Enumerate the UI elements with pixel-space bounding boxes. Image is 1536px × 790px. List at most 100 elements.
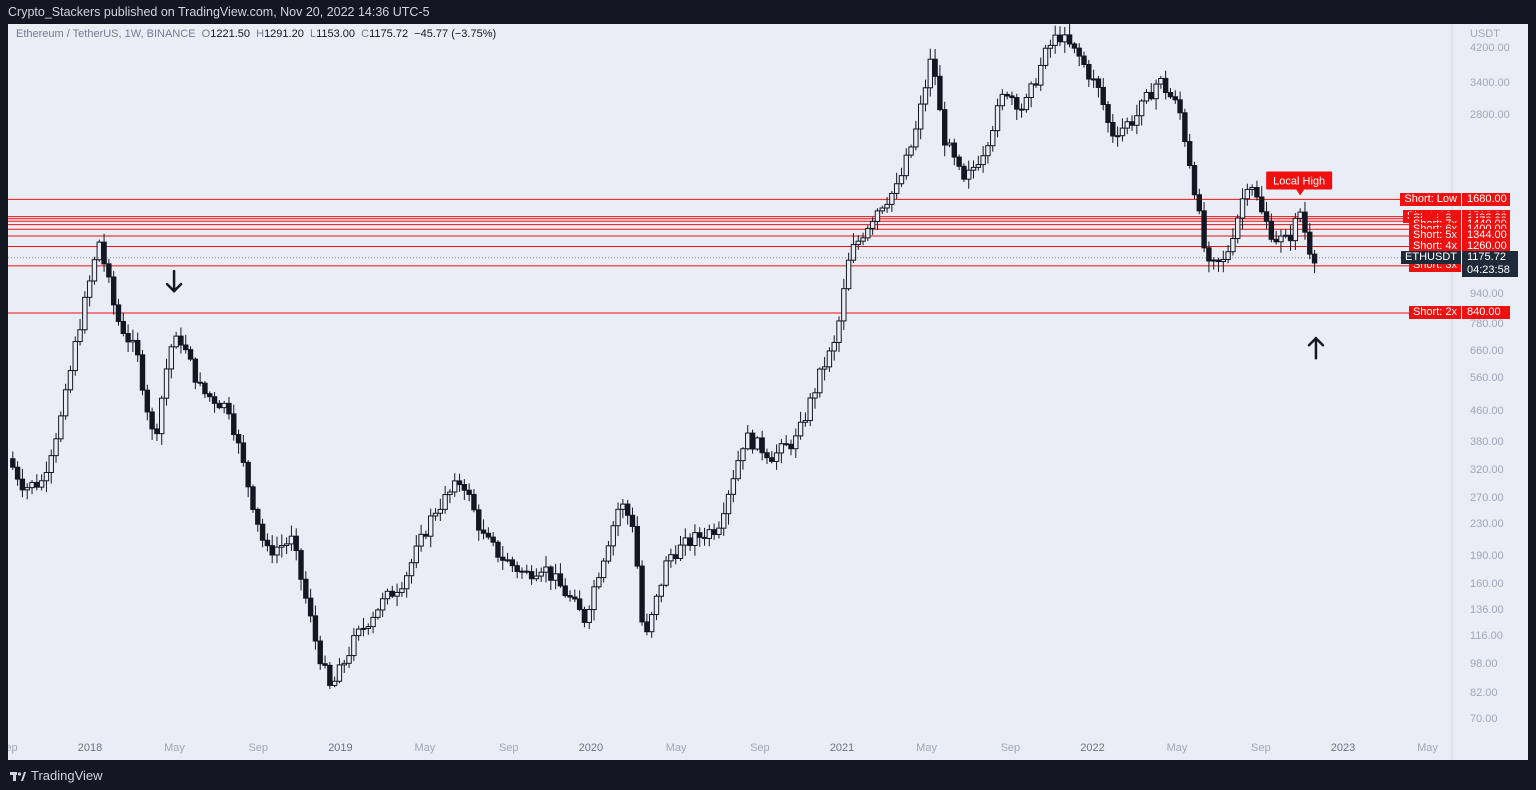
candle	[1283, 229, 1289, 239]
candle	[855, 235, 861, 250]
candle	[1105, 101, 1111, 133]
candle	[576, 590, 583, 612]
time-tick-label: May	[665, 742, 687, 754]
candle	[980, 146, 986, 173]
candle	[701, 527, 708, 546]
candle	[946, 138, 953, 148]
level-value-tag: 840.00	[1462, 306, 1510, 320]
candle	[874, 208, 881, 230]
chart-area[interactable]: Local High Ethereum / TetherUS, 1W, BINA…	[8, 24, 1528, 760]
candle	[500, 545, 506, 570]
time-tick-label: May	[1166, 742, 1188, 754]
candle	[1004, 91, 1010, 100]
candle	[82, 291, 88, 334]
candle	[682, 528, 689, 556]
candle	[596, 572, 602, 590]
candle	[192, 357, 199, 390]
time-tick-label: Sep	[1000, 742, 1021, 754]
price-tick-label: 82.00	[1470, 687, 1498, 700]
level-label-tag: Short: 2x	[1408, 306, 1461, 320]
candle	[807, 393, 813, 427]
candle	[10, 451, 16, 470]
candle	[648, 611, 655, 638]
candle	[1100, 77, 1106, 111]
legend-open-label: O	[201, 28, 211, 40]
candle	[697, 527, 703, 547]
candle	[365, 623, 371, 635]
candle	[802, 412, 809, 427]
candle	[1249, 184, 1255, 196]
level-value-tag: 1260.00	[1462, 240, 1510, 254]
candle	[399, 581, 405, 597]
footer-bar: TradingView	[0, 760, 1536, 790]
candle	[711, 523, 717, 540]
local-high-callout[interactable]: Local High	[1266, 171, 1333, 196]
arrow-up-icon[interactable]	[1307, 336, 1325, 360]
time-tick-label: Sep	[8, 742, 18, 754]
time-tick-label: Sep	[498, 742, 519, 754]
price-tick-label: 190.00	[1470, 549, 1504, 562]
candle	[552, 563, 559, 590]
level-value-tag: 1344.00	[1462, 229, 1510, 243]
candle	[860, 232, 866, 246]
candle	[1206, 241, 1212, 273]
candle	[1023, 93, 1030, 113]
candle	[139, 350, 146, 396]
price-tick-label: 160.00	[1470, 577, 1504, 590]
candle	[19, 468, 26, 498]
candle	[884, 196, 890, 213]
candle	[197, 372, 203, 387]
candle	[812, 388, 818, 409]
candle	[317, 635, 323, 670]
time-tick-label: 2023	[1330, 742, 1356, 754]
candle	[865, 225, 871, 241]
candle	[716, 521, 722, 539]
legend-low-label: L	[309, 28, 317, 40]
candle	[96, 239, 102, 262]
legend-close-label: C	[361, 28, 370, 40]
candle	[913, 120, 919, 151]
candle	[86, 275, 93, 307]
candle	[211, 392, 218, 413]
candle	[663, 556, 669, 588]
candle	[154, 423, 160, 442]
legend-change: −45.77 (−3.75%)	[414, 28, 497, 40]
candle	[231, 404, 237, 441]
candle	[274, 536, 280, 564]
candle	[917, 95, 924, 140]
candle	[745, 425, 751, 451]
candle	[730, 469, 737, 503]
candle	[620, 498, 626, 519]
price-plot[interactable]: Local High	[8, 24, 1528, 760]
candle	[442, 485, 448, 514]
candle	[288, 525, 295, 551]
ohlc-legend: Ethereum / TetherUS, 1W, BINANCE O1221.5…	[16, 28, 496, 40]
candle	[966, 160, 972, 189]
candle	[432, 508, 439, 521]
candle	[1143, 89, 1150, 104]
time-tick-label: May	[1417, 742, 1438, 754]
footer-brand: TradingView	[31, 768, 103, 783]
arrow-down-icon[interactable]	[165, 269, 183, 293]
candle	[898, 167, 905, 187]
tradingview-logo[interactable]: TradingView	[10, 768, 103, 783]
candle	[644, 613, 650, 636]
candle	[1090, 69, 1097, 88]
candle	[850, 233, 857, 263]
legend-high-value: 1291.20	[264, 28, 304, 40]
candle	[341, 659, 347, 673]
candle	[1162, 70, 1169, 100]
price-tick-label: 380.00	[1470, 435, 1504, 448]
level-label-tag: Short: Low	[1400, 192, 1461, 206]
candle	[120, 312, 126, 337]
candle	[144, 384, 151, 421]
candle	[101, 233, 107, 272]
candle	[471, 489, 477, 513]
candle	[303, 571, 309, 604]
candle	[1186, 133, 1193, 169]
price-tick-label: 4200.00	[1470, 42, 1510, 55]
candle	[634, 516, 640, 569]
candle	[1244, 183, 1251, 206]
candle	[615, 502, 621, 537]
candle	[202, 381, 208, 399]
